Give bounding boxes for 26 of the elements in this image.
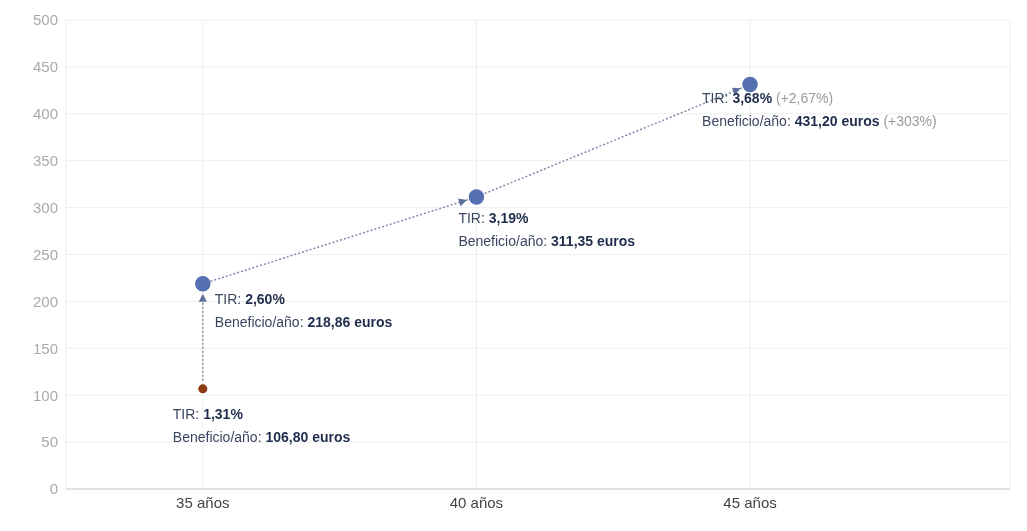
annotation: TIR: 3,68% (+2,67%) bbox=[702, 89, 834, 106]
annotation: TIR: 1,31% bbox=[172, 405, 244, 422]
annotation: TIR: 3,19% bbox=[458, 209, 530, 226]
x-tick-label: 35 años bbox=[176, 493, 230, 511]
annotation: Beneficio/año: 218,86 euros bbox=[214, 313, 393, 330]
y-tick-label: 500 bbox=[32, 11, 58, 29]
point bbox=[468, 189, 485, 205]
annotation: Beneficio/año: 311,35 euros bbox=[458, 232, 636, 249]
annotation: Beneficio/año: 431,20 euros (+303%) bbox=[702, 112, 937, 129]
annotation: TIR: 2,60% bbox=[214, 290, 286, 307]
point bbox=[195, 275, 211, 292]
point bbox=[198, 384, 208, 394]
y-tick-label: 250 bbox=[32, 245, 58, 263]
y-tick-label: 50 bbox=[41, 433, 58, 451]
x-tick-label: 40 años bbox=[449, 493, 504, 511]
y-tick-label: 200 bbox=[32, 292, 58, 310]
point bbox=[742, 76, 758, 93]
y-tick-label: 400 bbox=[32, 105, 58, 123]
y-tick-label: 150 bbox=[32, 339, 58, 357]
y-tick-label: 100 bbox=[32, 386, 58, 404]
y-tick-label: 450 bbox=[32, 58, 58, 76]
y-tick-label: 350 bbox=[32, 152, 58, 170]
x-tick-label: 45 años bbox=[723, 493, 777, 511]
annotation: Beneficio/año: 106,80 euros bbox=[172, 428, 351, 445]
y-tick-label: 300 bbox=[32, 198, 58, 216]
y-tick-label: 0 bbox=[49, 480, 58, 498]
